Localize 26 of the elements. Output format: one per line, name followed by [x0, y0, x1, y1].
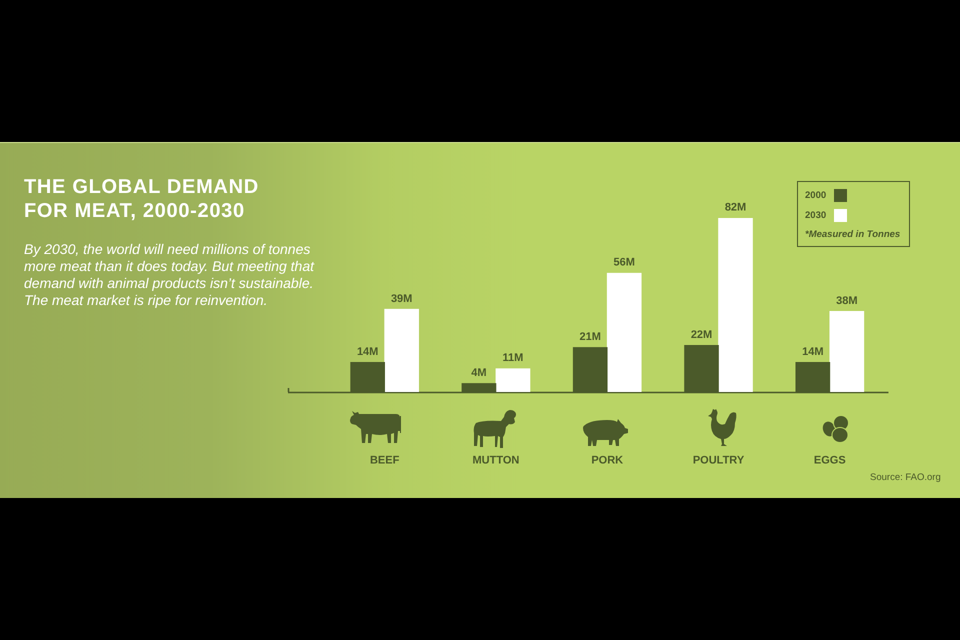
legend-label: 2030: [805, 210, 828, 220]
bar: [496, 368, 530, 392]
bar: [718, 218, 753, 392]
x-tick-label: BEEF: [370, 454, 400, 467]
data-label: 14M: [356, 346, 378, 358]
data-label: 4M: [471, 367, 487, 380]
bar: [829, 311, 864, 392]
data-label: 21M: [580, 330, 601, 343]
data-label: 14M: [802, 346, 824, 358]
data-label: 38M: [836, 294, 858, 307]
data-label: 82M: [724, 202, 746, 214]
x-tick-label: EGGS: [814, 454, 846, 467]
x-tick-label: POULTRY: [692, 454, 745, 467]
chart-title: THE GLOBAL DEMAND FOR MEAT, 2000-2030: [24, 175, 260, 223]
x-tick-label: PORK: [591, 454, 624, 467]
data-label: 11M: [502, 352, 524, 364]
text: By 2030, the world will need millions of tonnes more meat than it does today. But meeting that demand with animal products isn’t sustainable. The meat market is ripe for reinvention.: [24, 241, 316, 309]
legend-label: 2000: [805, 190, 828, 200]
bar: [384, 308, 419, 392]
data-label: 39M: [390, 292, 412, 305]
source-note: Source: FAO.org: [870, 472, 941, 483]
data-label: 56M: [614, 256, 635, 269]
annotation: *Measured in Tonnes: [805, 229, 900, 240]
x-tick-label: MUTTON: [472, 454, 520, 467]
data-label: 22M: [690, 328, 712, 341]
bar: [606, 272, 642, 392]
